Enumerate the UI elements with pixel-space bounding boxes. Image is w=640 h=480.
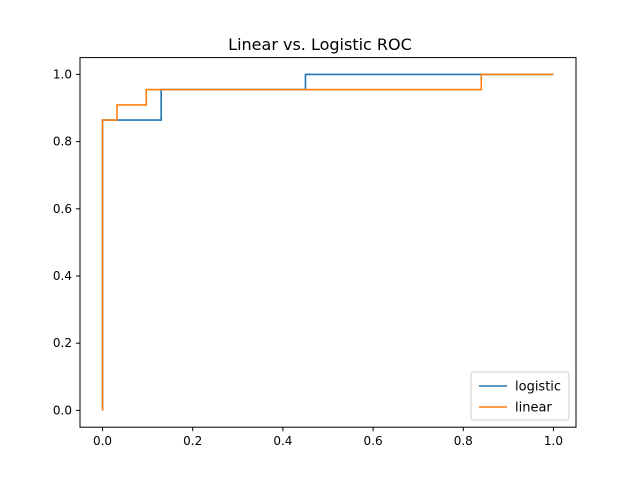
legend-label-logistic: logistic (515, 380, 561, 395)
y-tick-label: 0.8 (53, 135, 72, 149)
x-tick-label: 0.2 (183, 434, 202, 448)
y-tick-label: 0.6 (53, 202, 72, 216)
y-tick-label: 1.0 (53, 67, 72, 81)
y-tick-label: 0.0 (53, 403, 72, 417)
x-tick-label: 0.8 (454, 434, 473, 448)
legend: logistic linear (470, 371, 570, 421)
y-axis: 0.0 0.2 0.4 0.6 0.8 1.0 (53, 67, 80, 417)
legend-box (470, 371, 570, 421)
y-tick-label: 0.4 (53, 269, 72, 283)
legend-label-linear: linear (515, 401, 552, 416)
x-axis: 0.0 0.2 0.4 0.6 0.8 1.0 (93, 427, 563, 448)
series-layer (101, 73, 554, 411)
series-line-linear (101, 73, 554, 411)
series-line-logistic (101, 73, 554, 411)
chart-title: Linear vs. Logistic ROC (228, 35, 412, 54)
x-tick-label: 0.4 (273, 434, 292, 448)
y-tick-label: 0.2 (53, 336, 72, 350)
x-tick-label: 1.0 (544, 434, 563, 448)
x-tick-label: 0.6 (364, 434, 383, 448)
x-tick-label: 0.0 (93, 434, 112, 448)
plot-frame (79, 57, 577, 428)
